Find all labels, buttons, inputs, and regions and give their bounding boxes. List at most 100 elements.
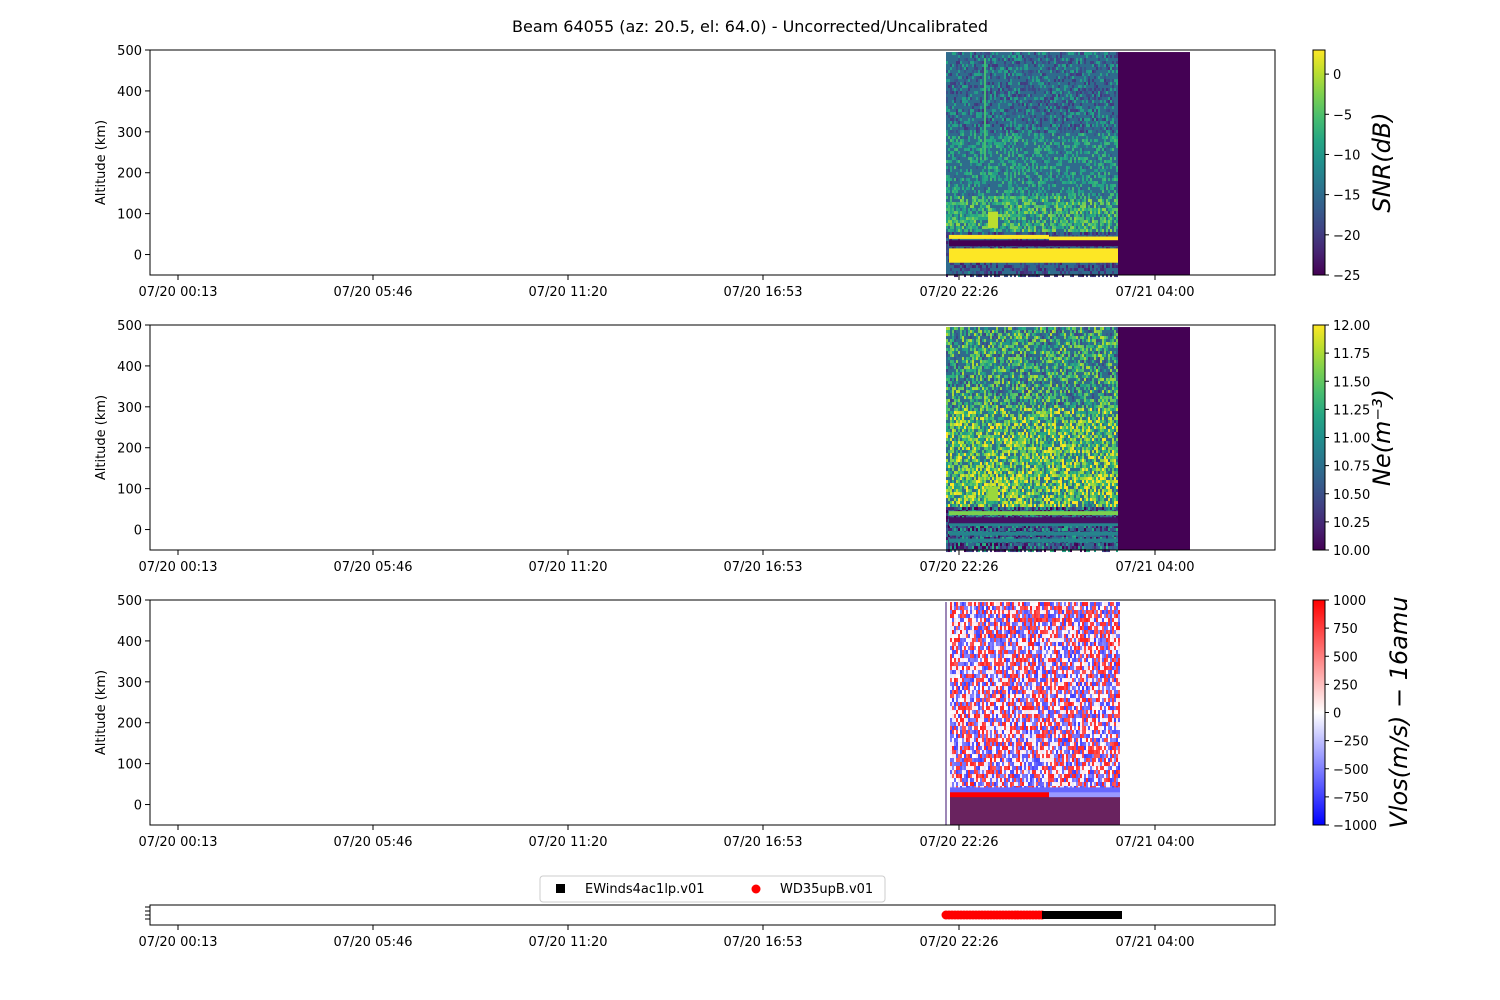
heatmap-cell (970, 94, 972, 98)
heatmap-cell (984, 468, 986, 472)
heatmap-cell (974, 408, 976, 412)
heatmap-cell (996, 405, 998, 409)
heatmap-cell (1048, 52, 1050, 56)
heatmap-cell (1068, 223, 1070, 227)
heatmap-cell (1000, 85, 1002, 89)
heatmap-cell (950, 501, 952, 505)
heatmap-cell (1106, 124, 1108, 128)
heatmap-cell (986, 345, 988, 349)
heatmap-cell (976, 333, 978, 337)
heatmap-cell (1000, 226, 1002, 230)
heatmap-cell (1024, 223, 1026, 227)
heatmap-cell (980, 378, 982, 382)
heatmap-cell (958, 468, 960, 472)
heatmap-cell (1020, 55, 1022, 59)
heatmap-cell (1066, 202, 1068, 206)
heatmap-cell (1046, 178, 1048, 182)
heatmap-cell (980, 205, 982, 209)
heatmap-cell (1028, 175, 1030, 179)
heatmap-cell (1034, 97, 1036, 101)
heatmap-cell (994, 55, 996, 59)
heatmap-cell (964, 408, 966, 412)
heatmap-cell (1042, 136, 1044, 140)
heatmap-cell (1068, 61, 1070, 65)
heatmap-cell (1008, 187, 1010, 191)
heatmap-cell (958, 453, 960, 457)
heatmap-cell (988, 432, 990, 436)
heatmap-cell (1094, 115, 1096, 119)
heatmap-cell (972, 187, 974, 191)
heatmap-cell (954, 399, 956, 403)
heatmap-cell (1108, 67, 1110, 71)
heatmap-cell (994, 348, 996, 352)
heatmap-cell (956, 232, 958, 236)
heatmap-cell (996, 432, 998, 436)
heatmap-cell (994, 357, 996, 361)
heatmap-cell (946, 133, 948, 137)
heatmap-cell (954, 549, 956, 553)
heatmap-cell (1072, 52, 1074, 56)
heatmap-cell (974, 414, 976, 418)
heatmap-cell (990, 76, 992, 80)
heatmap-cell (1008, 130, 1010, 134)
heatmap-cell (946, 549, 948, 553)
heatmap-cell (984, 489, 986, 493)
heatmap-cell (1058, 172, 1060, 176)
heatmap-cell (1006, 130, 1008, 134)
heatmap-cell (1036, 100, 1038, 104)
heatmap-cell (980, 106, 982, 110)
heatmap-cell (1036, 61, 1038, 65)
heatmap-cell (972, 405, 974, 409)
heatmap-cell (1104, 52, 1106, 56)
heatmap-cell (1086, 112, 1088, 116)
heatmap-cell (978, 190, 980, 194)
heatmap-cell (966, 67, 968, 71)
heatmap-cell (1058, 211, 1060, 215)
heatmap-cell (1096, 262, 1098, 266)
heatmap-cell (952, 507, 954, 511)
heatmap-cell (966, 408, 968, 412)
heatmap-cell (1030, 271, 1032, 275)
heatmap-cell (1072, 178, 1074, 182)
heatmap-cell (982, 360, 984, 364)
heatmap-cell (1042, 166, 1044, 170)
heatmap-cell (1058, 76, 1060, 80)
heatmap-cell (1038, 139, 1040, 143)
heatmap-cell (988, 378, 990, 382)
heatmap-cell (994, 411, 996, 415)
heatmap-cell (1086, 214, 1088, 218)
heatmap-cell (998, 232, 1000, 236)
heatmap-cell (1106, 82, 1108, 86)
heatmap-cell (962, 405, 964, 409)
heatmap-cell (1048, 160, 1050, 164)
heatmap-cell (978, 543, 980, 547)
heatmap-cell (1012, 160, 1014, 164)
heatmap-cell (1028, 100, 1030, 104)
heatmap-cell (952, 543, 954, 547)
heatmap-cell (950, 130, 952, 134)
heatmap-cell (948, 438, 950, 442)
heatmap-cell (990, 435, 992, 439)
heatmap-cell (1112, 217, 1114, 221)
heatmap-cell (988, 504, 990, 508)
heatmap-cell (1094, 139, 1096, 143)
heatmap-cell (1032, 106, 1034, 110)
heatmap-cell (994, 178, 996, 182)
heatmap-cell (994, 435, 996, 439)
heatmap-cell (948, 85, 950, 89)
heatmap-cell (1068, 181, 1070, 185)
heatmap-cell (1002, 67, 1004, 71)
heatmap-cell (988, 172, 990, 176)
heatmap-cell (996, 199, 998, 203)
heatmap-cell (978, 348, 980, 352)
heatmap-cell (1068, 151, 1070, 155)
heatmap-cell (1052, 97, 1054, 101)
heatmap-cell (960, 456, 962, 460)
heatmap-cell (980, 193, 982, 197)
heatmap-cell (1060, 112, 1062, 116)
heatmap-cell (988, 363, 990, 367)
heatmap-cell (1008, 115, 1010, 119)
heatmap-cell (970, 486, 972, 490)
heatmap-cell (1002, 58, 1004, 62)
